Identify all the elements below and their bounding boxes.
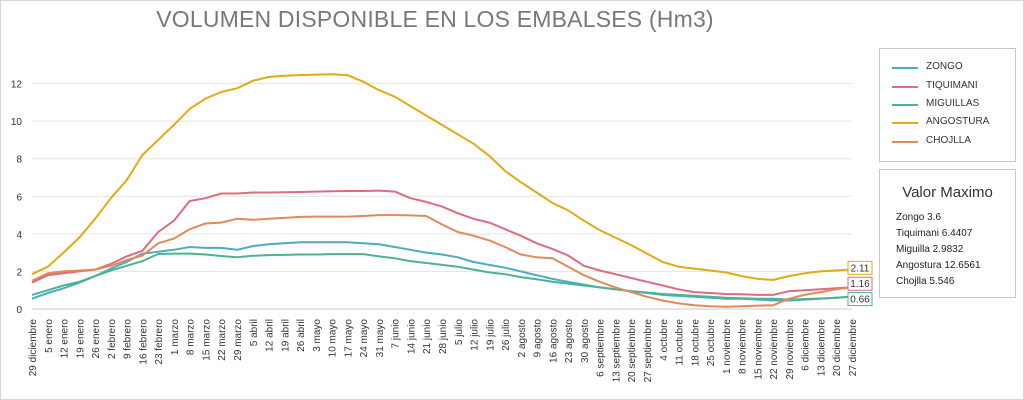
legend-label-angostura: ANGOSTURA [926, 116, 990, 127]
x-tick-label: 1 marzo [170, 319, 181, 356]
series-line-miguillas [31, 252, 853, 301]
legend-swatch-miguillas [892, 104, 918, 106]
series-line-chojlla [31, 214, 853, 308]
x-tick-label: 19 julio [485, 319, 496, 351]
legend: ZONGO TIQUIMANI MIGUILLAS ANGOSTURA CHOJ… [879, 48, 1016, 162]
legend-swatch-zongo [892, 67, 918, 69]
end-label-box [847, 292, 873, 307]
x-tick-label: 14 junio [406, 319, 417, 354]
end-label-box [847, 260, 873, 275]
x-tick-label: 8 noviembre [738, 319, 749, 374]
y-tick-label: 2 [16, 267, 22, 278]
y-tick-label: 0 [16, 305, 22, 316]
x-tick-label: 19 abril [280, 319, 291, 352]
x-tick-label: 12 enero [60, 319, 71, 359]
legend-label-tiquimani: TIQUIMANI [926, 80, 978, 91]
y-tick-label: 6 [16, 192, 22, 203]
x-tick-label: 15 marzo [201, 319, 212, 361]
x-tick-label: 5 julio [454, 319, 465, 346]
x-tick-label: 9 febrero [123, 319, 134, 359]
x-tick-label: 20 diciembre [832, 319, 843, 377]
x-tick-label: 3 mayo [312, 319, 323, 352]
x-tick-label: 2 febrero [107, 319, 118, 359]
x-tick-label: 2 agosto [517, 319, 528, 358]
x-tick-label: 13 septiembre [611, 319, 622, 383]
series-line-tiquimani [31, 189, 853, 296]
x-tick-label: 20 septiembre [627, 319, 638, 383]
x-tick-label: 19 enero [75, 319, 86, 359]
x-tick-label: 29 diciembre [28, 319, 39, 377]
x-tick-label: 5 enero [44, 319, 55, 353]
end-value-label: 2.11 [851, 263, 870, 274]
x-tick-label: 5 abril [249, 319, 260, 346]
x-tick-label: 22 noviembre [769, 319, 780, 380]
y-tick-label: 10 [11, 117, 23, 128]
x-tick-label: 8 marzo [186, 319, 197, 356]
x-tick-label: 6 septiembre [596, 319, 607, 377]
y-tick-label: 8 [16, 155, 22, 166]
x-tick-label: 16 agosto [548, 319, 559, 363]
legend-label-zongo: ZONGO [926, 61, 963, 72]
x-tick-label: 7 junio [391, 319, 402, 349]
x-tick-label: 24 mayo [359, 319, 370, 358]
end-label-box [847, 276, 873, 291]
x-tick-label: 9 agosto [533, 319, 544, 358]
x-tick-label: 26 enero [91, 319, 102, 359]
x-tick-label: 25 octubre [706, 319, 717, 367]
x-tick-label: 27 septiembre [643, 319, 654, 383]
x-tick-label: 12 julio [470, 319, 481, 351]
x-tick-label: 26 julio [501, 319, 512, 351]
max-value-panel: Valor Maximo Zongo 3.6 Tiquimani 6.4407 … [879, 169, 1016, 298]
end-value-label: 0.66 [850, 295, 870, 306]
y-tick-label: 12 [11, 80, 23, 91]
x-tick-label: 4 octubre [659, 319, 670, 361]
max-value-tiquimani: Tiquimani 6.4407 [896, 228, 973, 239]
max-value-miguilla: Miguilla 2.9832 [896, 244, 964, 255]
max-value-title: Valor Maximo [902, 184, 993, 201]
legend-swatch-chojlla [892, 141, 918, 143]
x-tick-label: 29 noviembre [785, 319, 796, 380]
x-tick-label: 23 febrero [154, 319, 165, 365]
x-tick-label: 23 agosto [564, 319, 575, 363]
x-tick-label: 29 marzo [233, 319, 244, 361]
x-tick-label: 22 marzo [217, 319, 228, 361]
legend-swatch-angostura [892, 122, 918, 124]
legend-swatch-tiquimani [892, 86, 918, 88]
x-tick-label: 31 mayo [375, 319, 386, 358]
x-tick-label: 18 octubre [690, 319, 701, 367]
series-line-angostura [31, 73, 853, 281]
x-tick-label: 10 mayo [328, 319, 339, 358]
x-tick-label: 27 diciembre [848, 319, 859, 377]
x-tick-label: 26 abril [296, 319, 307, 352]
x-tick-label: 6 diciembre [801, 319, 812, 371]
x-tick-label: 1 noviembre [722, 319, 733, 374]
x-tick-label: 28 junio [438, 319, 449, 354]
legend-label-miguillas: MIGUILLAS [926, 98, 980, 109]
x-tick-label: 17 mayo [343, 319, 354, 358]
x-tick-label: 16 febrero [138, 319, 149, 365]
legend-label-chojlla: CHOJLLA [926, 135, 972, 146]
x-tick-label: 15 noviembre [753, 319, 764, 380]
max-value-chojlla: Chojlla 5.546 [896, 276, 955, 287]
max-value-angostura: Angostura 12.6561 [896, 260, 981, 271]
x-tick-label: 13 diciembre [816, 319, 827, 377]
x-tick-label: 11 octubre [675, 319, 686, 366]
y-tick-label: 4 [16, 230, 22, 241]
x-tick-label: 12 abril [265, 319, 276, 352]
end-value-label: 1.16 [850, 279, 870, 290]
x-tick-label: 30 agosto [580, 319, 591, 363]
max-value-zongo: Zongo 3.6 [896, 212, 942, 223]
x-tick-label: 21 junio [422, 319, 433, 354]
chart-title: VOLUMEN DISPONIBLE EN LOS EMBALSES (Hm3) [156, 6, 714, 32]
